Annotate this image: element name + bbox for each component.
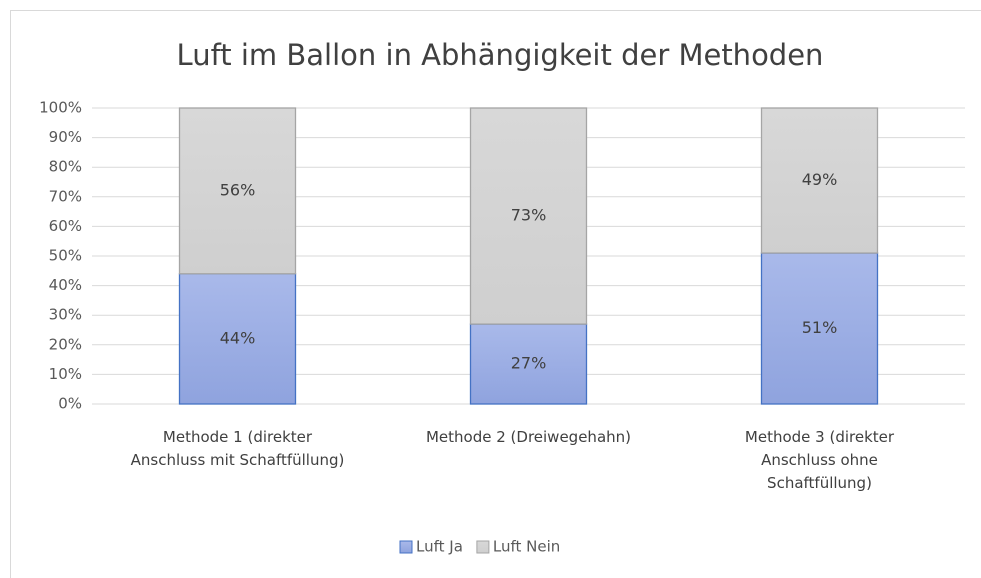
data-label: 51% [802, 318, 838, 337]
data-label: 73% [511, 206, 547, 225]
bar-segment [178, 107, 297, 275]
x-tick-label: Methode 3 (direkter Anschluss ohne Schaf… [744, 428, 895, 492]
y-tick-label: 30% [49, 306, 82, 324]
data-label: 56% [220, 180, 256, 199]
data-label: 27% [511, 354, 547, 373]
y-tick-label: 40% [49, 276, 82, 294]
data-label: 44% [220, 328, 256, 347]
legend-swatch [476, 540, 490, 554]
y-tick-label: 60% [49, 217, 82, 235]
y-tick-label: 100% [39, 99, 82, 117]
bar-segment [178, 273, 297, 405]
bar-segment [760, 107, 879, 254]
y-tick-label: 50% [49, 247, 82, 265]
legend-label: Luft Ja [416, 538, 463, 556]
y-tick-label: 80% [49, 158, 82, 176]
y-tick-label: 70% [49, 187, 82, 205]
bar-segment [760, 252, 879, 405]
bar-segment [469, 323, 588, 405]
chart-title: Luft im Ballon in Abhängigkeit der Metho… [177, 38, 824, 72]
y-tick-label: 20% [49, 335, 82, 353]
bar-segment [469, 107, 588, 325]
y-tick-label: 0% [58, 395, 82, 413]
y-tick-label: 90% [49, 128, 82, 146]
y-tick-label: 10% [49, 365, 82, 383]
data-label: 49% [802, 170, 838, 189]
x-tick-label: Methode 2 (Dreiwegehahn) [425, 428, 631, 446]
legend-label: Luft Nein [493, 538, 560, 556]
legend-swatch [399, 540, 413, 554]
x-tick-label: Methode 1 (direkter Anschluss mit Schaft… [130, 428, 345, 469]
